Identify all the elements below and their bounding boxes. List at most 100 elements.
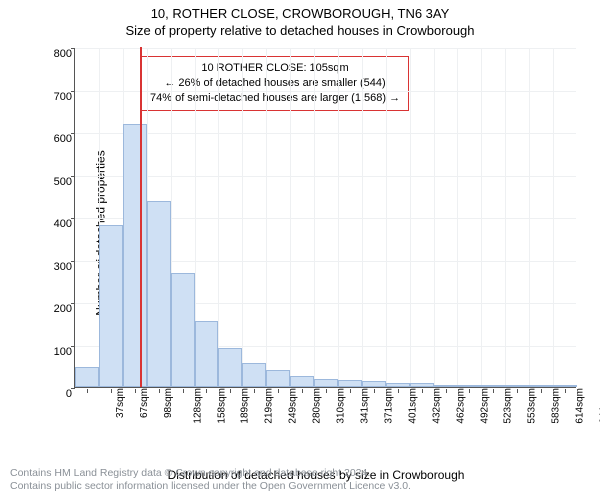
gridline-v: [434, 48, 435, 387]
histogram-bar: [362, 381, 386, 387]
histogram-bar: [290, 376, 314, 387]
x-tick-label: 280sqm: [312, 388, 323, 424]
x-tick-mark: [469, 389, 470, 393]
y-tick-mark: [71, 133, 75, 134]
y-tick-label: 800: [54, 48, 72, 60]
x-tick-label: 249sqm: [288, 388, 299, 424]
histogram-bar: [434, 385, 458, 387]
y-tick-mark: [71, 346, 75, 347]
y-tick-label: 500: [54, 176, 72, 188]
histogram-bar: [386, 383, 410, 387]
x-tick-mark: [183, 389, 184, 393]
gridline-v: [338, 48, 339, 387]
histogram-bar: [195, 321, 219, 387]
y-tick-label: 600: [54, 133, 72, 145]
y-tick-mark: [71, 91, 75, 92]
y-tick-mark: [71, 388, 75, 389]
x-tick-mark: [254, 389, 255, 393]
y-tick-mark: [71, 303, 75, 304]
histogram-bar: [242, 363, 266, 387]
gridline-v: [529, 48, 530, 387]
x-tick-mark: [326, 389, 327, 393]
gridline-v: [553, 48, 554, 387]
property-marker-line: [140, 47, 142, 387]
x-tick-label: 310sqm: [336, 388, 347, 424]
x-tick-label: 98sqm: [163, 388, 174, 418]
x-tick-mark: [398, 389, 399, 393]
x-tick-mark: [278, 389, 279, 393]
x-tick-mark: [302, 389, 303, 393]
x-tick-label: 583sqm: [551, 388, 562, 424]
x-tick-mark: [230, 389, 231, 393]
gridline-v: [410, 48, 411, 387]
gridline-v: [386, 48, 387, 387]
x-tick-label: 219sqm: [264, 388, 275, 424]
histogram-bar: [171, 273, 195, 387]
gridline-h: [75, 176, 576, 177]
x-tick-label: 158sqm: [216, 388, 227, 424]
x-tick-label: 401sqm: [407, 388, 418, 424]
x-tick-mark: [422, 389, 423, 393]
x-tick-label: 462sqm: [455, 388, 466, 424]
histogram-bar: [123, 124, 147, 388]
histogram-bar: [75, 367, 99, 387]
gridline-v: [218, 48, 219, 387]
gridline-h: [75, 48, 576, 49]
gridline-v: [481, 48, 482, 387]
y-tick-label: 100: [54, 346, 72, 358]
chart-titles: 10, ROTHER CLOSE, CROWBOROUGH, TN6 3AY S…: [0, 0, 600, 38]
x-tick-mark: [206, 389, 207, 393]
x-tick-mark: [565, 389, 566, 393]
histogram-bar: [218, 348, 242, 387]
x-tick-label: 492sqm: [479, 388, 490, 424]
gridline-v: [505, 48, 506, 387]
footer-line-2: Contains public sector information licen…: [10, 480, 590, 494]
histogram-bar: [505, 385, 529, 387]
x-tick-label: 37sqm: [115, 388, 126, 418]
x-tick-mark: [87, 389, 88, 393]
histogram-bar: [481, 385, 505, 387]
histogram-chart: Number of detached properties 10 ROTHER …: [56, 48, 576, 418]
gridline-v: [242, 48, 243, 387]
y-tick-label: 700: [54, 91, 72, 103]
gridline-h: [75, 91, 576, 92]
x-tick-mark: [350, 389, 351, 393]
gridline-v: [314, 48, 315, 387]
x-tick-label: 432sqm: [431, 388, 442, 424]
x-tick-mark: [446, 389, 447, 393]
y-tick-mark: [71, 176, 75, 177]
histogram-bar: [99, 225, 123, 387]
histogram-bar: [314, 379, 338, 388]
x-tick-label: 371sqm: [383, 388, 394, 424]
x-tick-mark: [135, 389, 136, 393]
x-tick-label: 67sqm: [139, 388, 150, 418]
y-tick-label: 400: [54, 218, 72, 230]
attribution-footer: Contains HM Land Registry data © Crown c…: [0, 467, 600, 494]
x-tick-mark: [517, 389, 518, 393]
y-tick-mark: [71, 218, 75, 219]
histogram-bar: [266, 370, 290, 387]
y-tick-label: 300: [54, 261, 72, 273]
plot-area: 10 ROTHER CLOSE: 105sqm ← 26% of detache…: [74, 48, 576, 388]
marker-legend: 10 ROTHER CLOSE: 105sqm ← 26% of detache…: [141, 56, 409, 111]
gridline-v: [362, 48, 363, 387]
gridline-v: [290, 48, 291, 387]
x-tick-mark: [111, 389, 112, 393]
x-tick-mark: [374, 389, 375, 393]
x-tick-label: 614sqm: [575, 388, 586, 424]
x-tick-mark: [541, 389, 542, 393]
histogram-bar: [410, 383, 434, 387]
x-tick-label: 523sqm: [503, 388, 514, 424]
y-tick-label: 0: [66, 388, 72, 400]
x-tick-label: 128sqm: [192, 388, 203, 424]
x-tick-mark: [493, 389, 494, 393]
histogram-bar: [457, 385, 481, 387]
x-tick-label: 189sqm: [240, 388, 251, 424]
y-tick-mark: [71, 261, 75, 262]
x-tick-label: 553sqm: [527, 388, 538, 424]
histogram-bar: [529, 385, 553, 387]
title-address: 10, ROTHER CLOSE, CROWBOROUGH, TN6 3AY: [0, 6, 600, 21]
gridline-v: [266, 48, 267, 387]
gridline-h: [75, 133, 576, 134]
y-tick-mark: [71, 48, 75, 49]
